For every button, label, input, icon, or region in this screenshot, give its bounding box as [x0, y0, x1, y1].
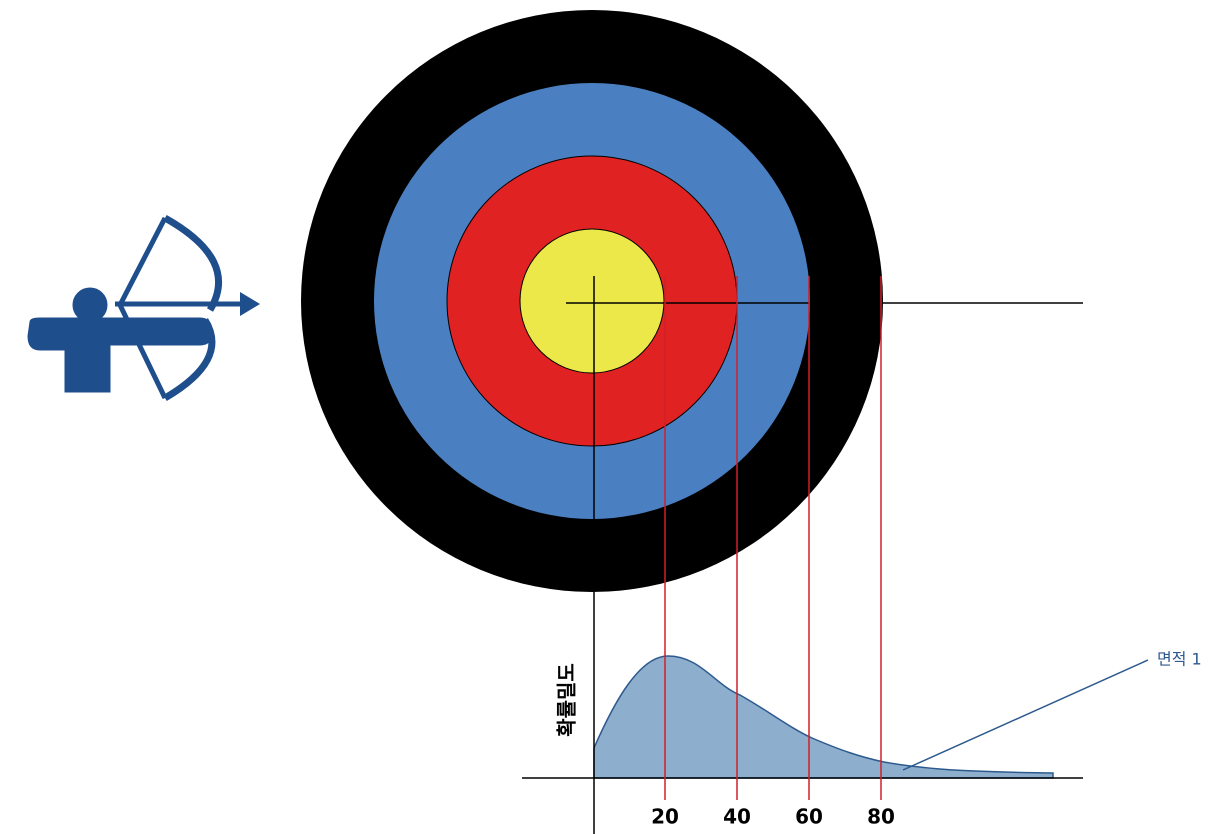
- x-tick-label: 20: [651, 805, 679, 829]
- annotation-line: [902, 659, 1149, 771]
- label-box: [548, 615, 586, 775]
- x-tick-label: 60: [795, 805, 823, 829]
- density-curve: [593, 655, 1054, 779]
- y-axis-label: 확률밀도: [555, 663, 579, 737]
- target: [301, 10, 883, 592]
- x-tick-label: 40: [723, 805, 751, 829]
- annotation: 면적 1: [1157, 650, 1202, 669]
- archer-icon: [27, 214, 260, 402]
- x-tick-label: 80: [867, 805, 895, 829]
